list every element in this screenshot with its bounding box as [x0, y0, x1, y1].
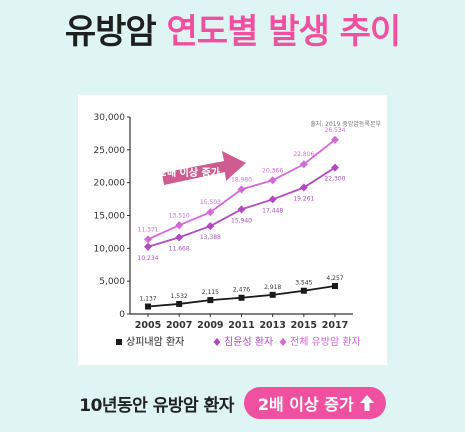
- legend-label: 상피내암 환자: [126, 336, 184, 348]
- data-label: 3,545: [295, 280, 312, 287]
- annotation-label: 2배 이상 증가: [160, 166, 221, 179]
- data-label: 26,534: [325, 127, 346, 134]
- legend-label: 전체 유방암 환자: [290, 336, 361, 348]
- data-label: 1,532: [171, 293, 188, 300]
- y-tick-label: 25,000: [94, 146, 126, 156]
- data-label: 15,503: [200, 199, 221, 206]
- y-tick-label: 20,000: [94, 179, 126, 189]
- data-label: 4,257: [326, 275, 343, 282]
- x-tick-label: 2017: [322, 320, 348, 331]
- y-tick-label: 15,000: [94, 212, 126, 222]
- data-label: 2,476: [233, 287, 250, 294]
- page-title: 유방암 연도별 발생 추이: [0, 10, 465, 54]
- y-tick-label: 30,000: [94, 113, 126, 123]
- axes: 0 5,000 10,000 15,000 20,000 25,000 30,000 2005…: [94, 113, 353, 331]
- data-label: 15,940: [231, 217, 252, 224]
- line-chart: 출처: 2019 중앙암등록본부 2배 이상 증가 0 5,000 10,000 15…: [94, 113, 382, 348]
- data-point: [299, 160, 308, 169]
- increase-badge-label: 2배 이상 증가: [257, 395, 354, 414]
- data-point: [144, 235, 152, 244]
- x-tick-label: 2009: [197, 320, 223, 331]
- bottom-caption: 10년동안 유방암 환자: [79, 395, 234, 416]
- bottom-banner: 10년동안 유방암 환자 2배 이상 증가: [0, 383, 465, 423]
- y-tick-label: 10,000: [94, 244, 126, 254]
- title-part-1: 유방암: [64, 12, 157, 52]
- chart-panel: 출처: 2019 중앙암등록본부 2배 이상 증가 0 5,000 10,000 15…: [78, 95, 387, 365]
- data-point: [237, 185, 246, 194]
- data-label: 11,371: [138, 226, 159, 233]
- y-tick-label: 5,000: [99, 277, 125, 287]
- data-point: [144, 242, 152, 251]
- data-label: 13,510: [169, 212, 190, 219]
- x-tick-label: 2011: [228, 320, 254, 331]
- data-label: 13,388: [200, 234, 221, 241]
- increase-annotation: 2배 이상 증가: [160, 151, 246, 185]
- data-label: 18,980: [231, 176, 252, 183]
- y-tick-label: 0: [119, 310, 125, 320]
- x-tick-label: 2015: [291, 320, 317, 331]
- data-point: [331, 135, 339, 144]
- legend-marker: [213, 338, 221, 346]
- data-label: 10,234: [138, 255, 159, 262]
- data-point: [175, 233, 184, 242]
- data-point: [206, 222, 215, 231]
- data-label: 17,448: [262, 207, 283, 214]
- data-label: 19,261: [293, 196, 314, 203]
- legend-label: 침윤성 환자: [224, 336, 273, 348]
- data-point: [176, 300, 183, 307]
- data-point: [206, 208, 215, 217]
- increase-badge: 2배 이상 증가: [243, 387, 386, 419]
- data-label: 11,668: [169, 245, 190, 252]
- x-tick-label: 2007: [166, 320, 192, 331]
- data-label: 22,806: [293, 151, 314, 158]
- data-label: 1,137: [139, 296, 156, 303]
- data-point: [300, 287, 307, 294]
- data-point: [269, 291, 276, 298]
- x-tick-label: 2013: [259, 320, 285, 331]
- data-point: [237, 205, 246, 214]
- legend-marker: [279, 338, 287, 346]
- data-point: [175, 221, 184, 230]
- data-label: 22,300: [325, 176, 346, 183]
- data-label: 2,918: [264, 284, 281, 291]
- legend-marker: [116, 339, 122, 345]
- data-label: 20,366: [262, 167, 283, 174]
- data-point: [332, 283, 338, 290]
- title-part-2: 연도별 발생 추이: [166, 12, 402, 52]
- annotation-arrow: [162, 151, 246, 185]
- data-label: 2,115: [202, 289, 219, 296]
- chart-source: 출처: 2019 중앙암등록본부: [310, 120, 381, 128]
- data-point: [331, 163, 339, 172]
- plot-area: 1,137 1,532 2,115 2,476 2,918 3,545 4,257 10,23…: [138, 127, 346, 310]
- data-point: [207, 297, 214, 304]
- data-point: [145, 303, 151, 310]
- data-point: [299, 183, 308, 192]
- legend: 상피내암 환자 침윤성 환자 전체 유방암 환자: [116, 336, 361, 348]
- arrow-up-icon: [359, 395, 374, 411]
- data-point: [238, 294, 245, 301]
- x-tick-label: 2005: [135, 320, 161, 331]
- data-point: [268, 176, 277, 185]
- data-point: [268, 195, 277, 204]
